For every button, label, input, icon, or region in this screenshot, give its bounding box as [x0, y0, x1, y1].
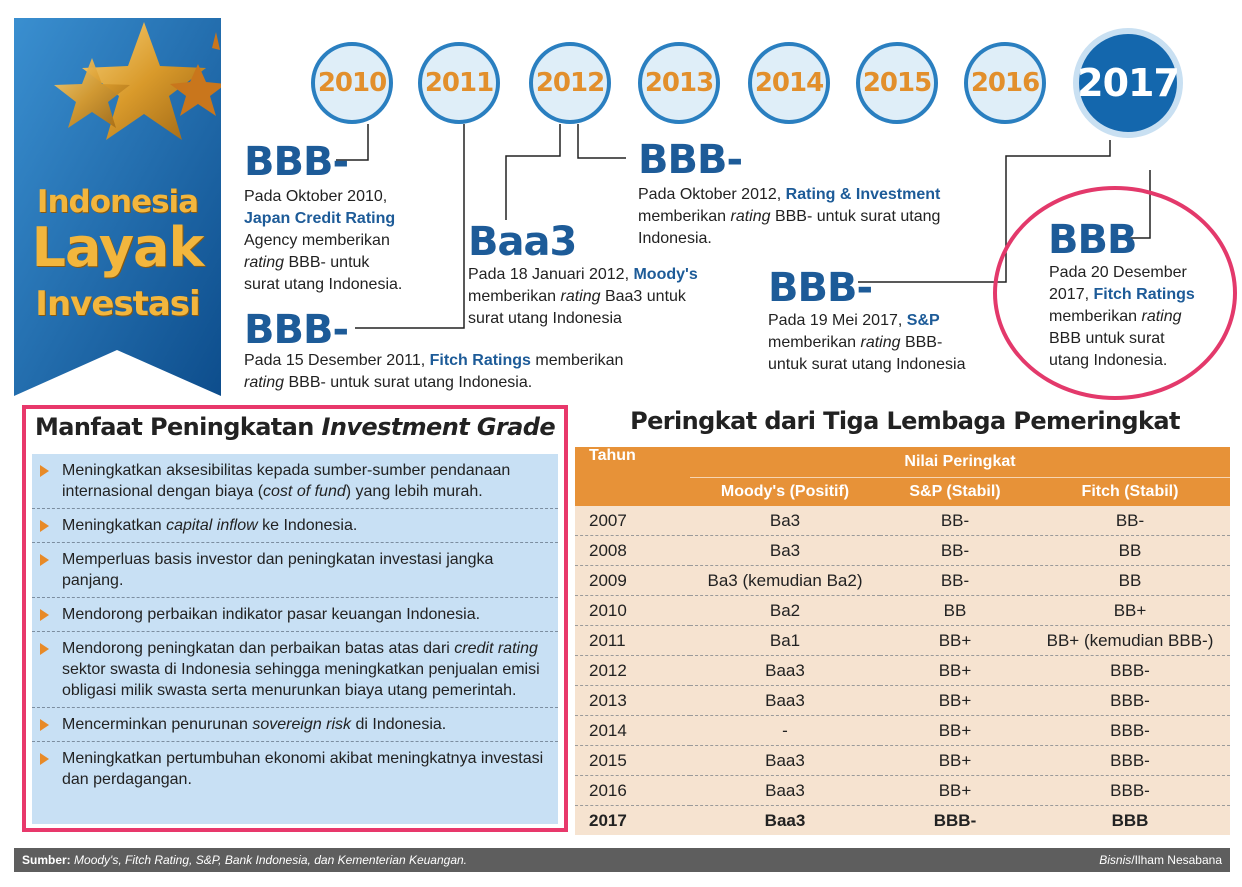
year-circle-2012: 2012: [529, 42, 611, 124]
year-circle-2016: 2016: [964, 42, 1046, 124]
table-row: 2007 Ba3 BB- BB-: [575, 506, 1230, 536]
triangle-bullet-icon: [40, 719, 49, 731]
agency-snp: S&P: [906, 312, 940, 329]
list-item: Memperluas basis investor dan peningkata…: [32, 543, 558, 598]
list-item: Meningkatkan aksesibilitas kepada sumber…: [32, 454, 558, 509]
agency-jcr: Japan Credit Rating: [244, 210, 396, 227]
footer-bar: Sumber: Moody's, Fitch Rating, S&P, Bank…: [14, 848, 1230, 872]
year-circle-2010: 2010: [311, 42, 393, 124]
agency-rni: Rating & Investment: [785, 186, 941, 203]
col-header-fitch: Fitch (Stabil): [1030, 477, 1230, 506]
banner-title-line3: Investasi: [35, 284, 200, 324]
desc-2011-fitch: Pada 15 Desember 2011, Fitch Ratings mem…: [244, 352, 624, 391]
banner-ribbon: [14, 18, 221, 396]
triangle-bullet-icon: [40, 643, 49, 655]
col-header-year: Tahun: [575, 447, 690, 506]
rating-2017-snp: BBB-: [768, 265, 873, 311]
banner-title-line1: Indonesia: [36, 184, 199, 220]
table-row: 2012 Baa3 BB+ BBB-: [575, 655, 1230, 686]
table-row: 2010 Ba2 BB BB+: [575, 595, 1230, 626]
table-row: 2016 Baa3 BB+ BBB-: [575, 775, 1230, 806]
table-row: 2009 Ba3 (kemudian Ba2) BB- BB: [575, 565, 1230, 596]
triangle-bullet-icon: [40, 554, 49, 566]
triangle-bullet-icon: [40, 753, 49, 765]
desc-2012-rni: Pada Oktober 2012, Rating & Investment m…: [638, 186, 941, 247]
rating-2017-fitch: BBB: [1048, 217, 1137, 263]
list-item: Mendorong perbaikan indikator pasar keua…: [32, 598, 558, 632]
year-circle-2013: 2013: [638, 42, 720, 124]
desc-2017-fitch: Pada 20 Desember 2017, Fitch Ratings mem…: [1049, 264, 1195, 369]
year-circle-2014: 2014: [748, 42, 830, 124]
table-row: 2013 Baa3 BB+ BBB-: [575, 685, 1230, 716]
desc-2012-moodys: Pada 18 Januari 2012, Moody's memberikan…: [468, 266, 698, 327]
list-item: Meningkatkan pertumbuhan ekonomi akibat …: [32, 742, 558, 796]
credit-note: Bisnis/Ilham Nesabana: [1099, 853, 1222, 867]
col-header-snp: S&P (Stabil): [880, 477, 1030, 506]
list-item: Mencerminkan penurunan sovereign risk di…: [32, 708, 558, 742]
agency-moodys: Moody's: [633, 266, 698, 283]
table-row: 2011 Ba1 BB+ BB+ (kemudian BBB-): [575, 625, 1230, 656]
table-title: Peringkat dari Tiga Lembaga Pemeringkat: [630, 407, 1180, 435]
benefits-list: Meningkatkan aksesibilitas kepada sumber…: [32, 454, 558, 824]
star-icon: [54, 22, 221, 140]
list-item: Meningkatkan capital inflow ke Indonesia…: [32, 509, 558, 543]
table-row: 2008 Ba3 BB- BB: [575, 535, 1230, 566]
list-item: Mendorong peningkatan dan perbaikan bata…: [32, 632, 558, 708]
rating-2012-rni: BBB-: [638, 137, 743, 183]
year-circle-2015: 2015: [856, 42, 938, 124]
triangle-bullet-icon: [40, 609, 49, 621]
table-row: 2014- BB+ BBB-: [575, 715, 1230, 746]
source-note: Sumber: Moody's, Fitch Rating, S&P, Bank…: [22, 853, 468, 867]
benefits-panel: Manfaat Peningkatan Investment Grade Men…: [22, 405, 568, 832]
agency-fitch-2011: Fitch Ratings: [429, 352, 531, 369]
col-header-moodys: Moody's (Positif): [690, 477, 880, 506]
banner-title-line2: Layak: [31, 216, 205, 279]
ratings-table: Tahun Nilai Peringkat Moody's (Positif) …: [575, 447, 1230, 835]
agency-fitch-2017: Fitch Ratings: [1093, 286, 1195, 303]
rating-2011-fitch: BBB-: [244, 307, 349, 353]
title-banner: Indonesia Layak Investasi: [14, 18, 221, 396]
benefits-title: Manfaat Peningkatan Investment Grade: [34, 413, 556, 441]
rating-2012-moodys: Baa3: [468, 219, 577, 265]
desc-2010-jcr: Pada Oktober 2010, Japan Credit Rating A…: [244, 188, 403, 293]
table-row: 2015 Baa3 BB+ BBB-: [575, 745, 1230, 776]
triangle-bullet-icon: [40, 465, 49, 477]
triangle-bullet-icon: [40, 520, 49, 532]
year-circle-2011: 2011: [418, 42, 500, 124]
rating-2010-jcr: BBB-: [244, 139, 349, 185]
year-circle-2017: 2017: [1073, 28, 1183, 138]
col-header-group: Nilai Peringkat: [690, 447, 1230, 478]
desc-2017-snp: Pada 19 Mei 2017, S&P memberikan rating …: [768, 312, 966, 373]
table-row: 2017 Baa3 BBB- BBB: [575, 805, 1230, 835]
highlight-circle: [993, 186, 1237, 400]
